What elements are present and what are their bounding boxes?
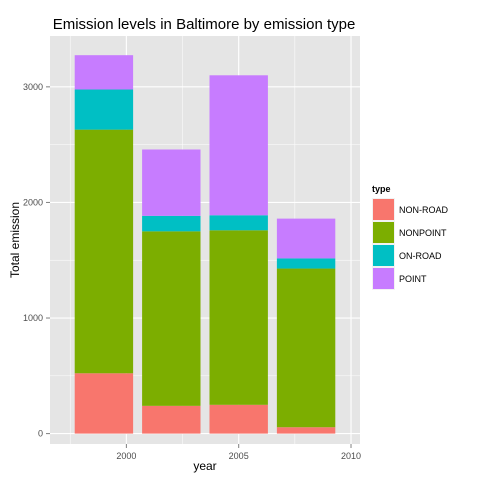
legend-swatch-nonpoint [373,222,394,243]
y-tick-label: 0 [38,429,43,439]
x-axis-ticks: 2000 2005 2010 [116,444,361,461]
y-axis-ticks: 0 1000 2000 3000 [23,82,50,439]
y-tick-label: 2000 [23,197,43,207]
bar-nonpoint-2002 [142,231,201,406]
legend-label: ON-ROAD [399,251,442,261]
bar-nonpoint-1999 [74,129,134,374]
legend-swatch-non-road [373,199,394,220]
y-tick-label: 3000 [23,82,43,92]
bars [74,55,336,434]
y-axis-title: Total emission [8,202,22,278]
x-axis-title: year [193,459,216,473]
bar-point-2002 [142,149,201,216]
legend-title: type [372,184,391,194]
legend-label: NON-ROAD [399,205,448,215]
bar-on-road-2002 [142,215,201,232]
legend-label: NONPOINT [399,228,447,238]
y-tick-label: 1000 [23,313,43,323]
bar-non-road-2002 [142,405,201,434]
bar-non-road-2008 [276,427,336,434]
legend: type NON-ROAD NONPOINT ON-ROAD POINT [372,184,448,290]
bar-on-road-2008 [276,258,336,269]
legend-label: POINT [399,274,427,284]
legend-swatch-point [373,268,394,289]
bar-nonpoint-2005 [209,230,268,405]
bar-point-1999 [74,55,134,90]
bar-non-road-2005 [209,404,268,434]
bar-nonpoint-2008 [276,268,336,428]
x-tick-label: 2000 [116,451,136,461]
chart-title: Emission levels in Baltimore by emission… [53,16,356,33]
bar-point-2005 [209,75,268,216]
bar-on-road-1999 [74,89,134,130]
bar-on-road-2005 [209,215,268,231]
x-tick-label: 2010 [341,451,361,461]
x-tick-label: 2005 [229,451,249,461]
bar-non-road-1999 [74,373,134,434]
bar-point-2008 [276,218,336,259]
legend-swatch-on-road [373,245,394,266]
